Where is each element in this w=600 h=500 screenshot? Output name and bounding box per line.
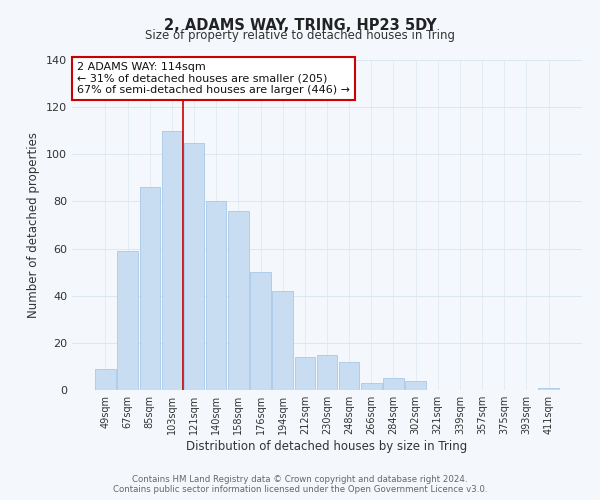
Bar: [161, 130, 182, 390]
Bar: [272, 291, 293, 390]
Text: Contains HM Land Registry data © Crown copyright and database right 2024.
Contai: Contains HM Land Registry data © Crown c…: [113, 474, 487, 494]
Bar: [361, 383, 382, 390]
Bar: [406, 380, 426, 390]
Bar: [184, 142, 204, 390]
Bar: [250, 272, 271, 390]
X-axis label: Distribution of detached houses by size in Tring: Distribution of detached houses by size …: [187, 440, 467, 453]
Text: Size of property relative to detached houses in Tring: Size of property relative to detached ho…: [145, 29, 455, 42]
Text: 2 ADAMS WAY: 114sqm
← 31% of detached houses are smaller (205)
67% of semi-detac: 2 ADAMS WAY: 114sqm ← 31% of detached ho…: [77, 62, 350, 95]
Text: 2, ADAMS WAY, TRING, HP23 5DY: 2, ADAMS WAY, TRING, HP23 5DY: [164, 18, 436, 32]
Bar: [317, 354, 337, 390]
Bar: [206, 202, 226, 390]
Bar: [339, 362, 359, 390]
Y-axis label: Number of detached properties: Number of detached properties: [28, 132, 40, 318]
Bar: [538, 388, 559, 390]
Bar: [295, 357, 315, 390]
Bar: [140, 188, 160, 390]
Bar: [228, 211, 248, 390]
Bar: [383, 378, 404, 390]
Bar: [118, 251, 138, 390]
Bar: [95, 369, 116, 390]
